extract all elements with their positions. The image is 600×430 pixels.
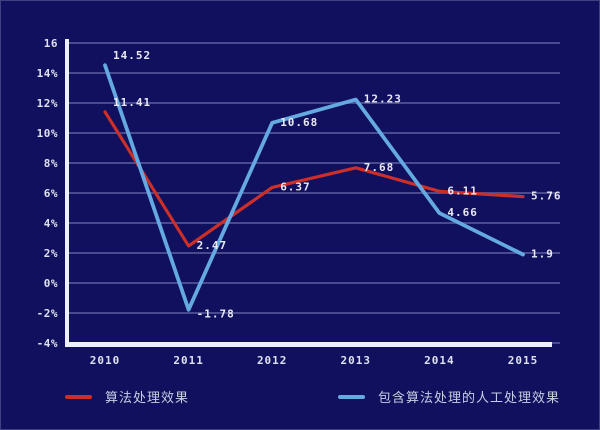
legend-swatch-red — [65, 394, 92, 399]
legend-item-manual: 包含算法处理的人工处理效果 — [338, 387, 560, 406]
y-tick-label: 12% — [37, 97, 58, 110]
y-tick-label: 14% — [37, 67, 58, 80]
data-label: -1.78 — [197, 308, 235, 321]
chart-legend: 算法处理效果 包含算法处理的人工处理效果 — [0, 384, 600, 410]
y-tick-label: -4% — [37, 337, 58, 350]
data-label: 5.76 — [531, 190, 562, 203]
x-tick-label: 2014 — [424, 354, 455, 367]
data-label: 10.68 — [280, 116, 318, 129]
y-tick-label: 8% — [44, 157, 58, 170]
series-line-1 — [103, 63, 525, 312]
data-label: 14.52 — [113, 49, 151, 62]
y-axis — [65, 39, 69, 347]
x-tick-label: 2012 — [257, 354, 288, 367]
y-tick-label: -2% — [37, 307, 58, 320]
x-tick-label: 2013 — [341, 354, 372, 367]
data-label: 11.41 — [113, 96, 151, 109]
legend-swatch-blue — [338, 394, 365, 399]
series-line-0 — [103, 110, 525, 248]
data-label: 2.47 — [197, 239, 228, 252]
y-tick-label: 6% — [44, 187, 58, 200]
data-label: 6.37 — [280, 180, 311, 193]
x-axis — [65, 342, 552, 347]
y-tick-label: 2% — [44, 247, 58, 260]
y-tick-label: 0% — [44, 277, 58, 290]
x-tick-label: 2010 — [90, 354, 121, 367]
data-label: 4.66 — [447, 206, 478, 219]
legend-label-algorithm: 算法处理效果 — [105, 391, 190, 406]
x-tick-label: 2011 — [173, 354, 204, 367]
legend-item-algorithm: 算法处理效果 — [65, 387, 189, 406]
y-tick-label: 10% — [37, 127, 58, 140]
data-label: 7.68 — [364, 161, 395, 174]
data-label: 1.9 — [531, 248, 554, 261]
y-tick-label: 4% — [44, 217, 58, 230]
data-label: 6.11 — [447, 184, 478, 197]
legend-label-manual: 包含算法处理的人工处理效果 — [378, 391, 561, 406]
x-tick-label: 2015 — [508, 354, 539, 367]
y-tick-label: 16 — [44, 37, 58, 50]
data-label: 12.23 — [364, 93, 402, 106]
